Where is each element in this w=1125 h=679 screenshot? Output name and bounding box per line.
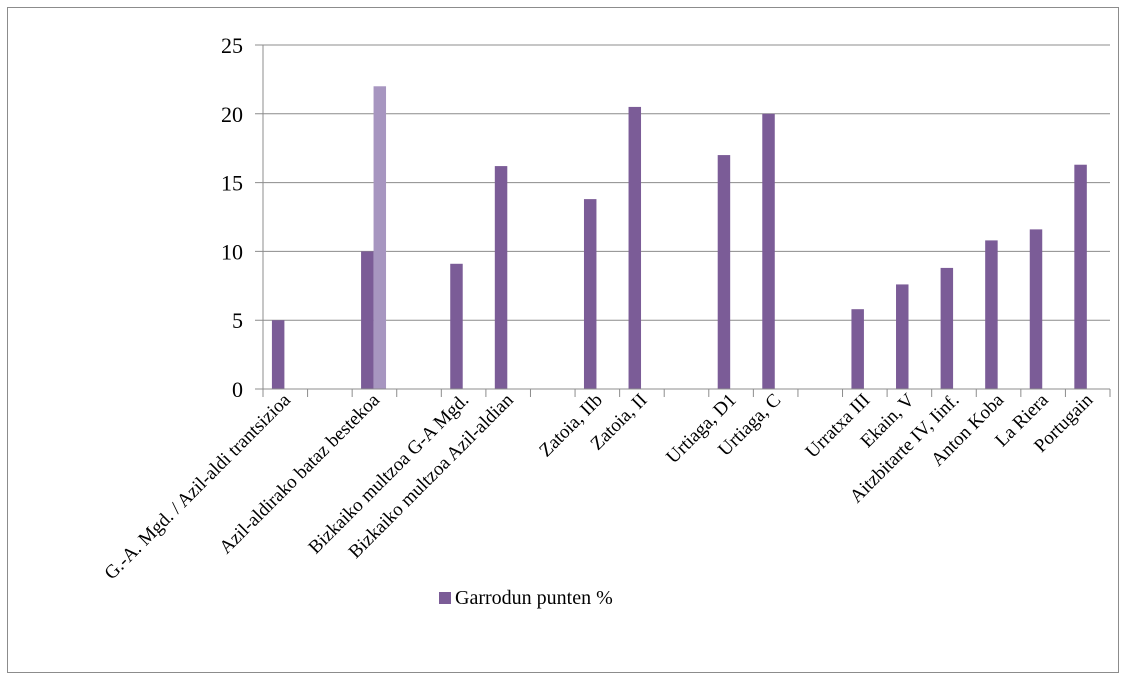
chart-frame <box>7 7 1119 673</box>
bar <box>762 113 775 390</box>
bar <box>1029 229 1043 389</box>
bar <box>271 320 285 389</box>
bar <box>628 106 642 390</box>
bar <box>985 240 998 389</box>
bar <box>940 267 954 389</box>
bar <box>583 199 597 389</box>
legend-label: Garrodun punten % <box>455 587 613 609</box>
axes <box>255 45 1111 397</box>
legend: Garrodun punten % <box>439 587 613 609</box>
bar <box>896 284 909 389</box>
y-tick-label: 5 <box>232 308 243 333</box>
x-tick-label: G.-A. Mgd. / Azil-aldi trantsizioa <box>101 389 296 584</box>
y-tick-label: 10 <box>221 239 243 264</box>
y-tick-label: 20 <box>221 102 243 127</box>
bars <box>271 86 1087 390</box>
bar <box>851 309 864 389</box>
y-tick-label: 0 <box>232 377 243 402</box>
y-tick-label: 25 <box>221 33 243 58</box>
bar <box>494 166 508 389</box>
gridlines <box>255 44 1110 321</box>
bar <box>361 251 374 389</box>
bar <box>373 86 387 389</box>
y-tick-label: 15 <box>221 171 243 196</box>
bar <box>717 155 731 389</box>
x-tick-labels: G.-A. Mgd. / Azil-aldi trantsizioaAzil-a… <box>101 389 1098 584</box>
bar <box>1074 164 1087 389</box>
y-tick-labels: 0 5 10 15 20 25 <box>221 33 243 402</box>
legend-swatch <box>439 592 451 604</box>
x-tick-label: Urratxa III <box>802 390 875 463</box>
bar <box>450 263 463 389</box>
